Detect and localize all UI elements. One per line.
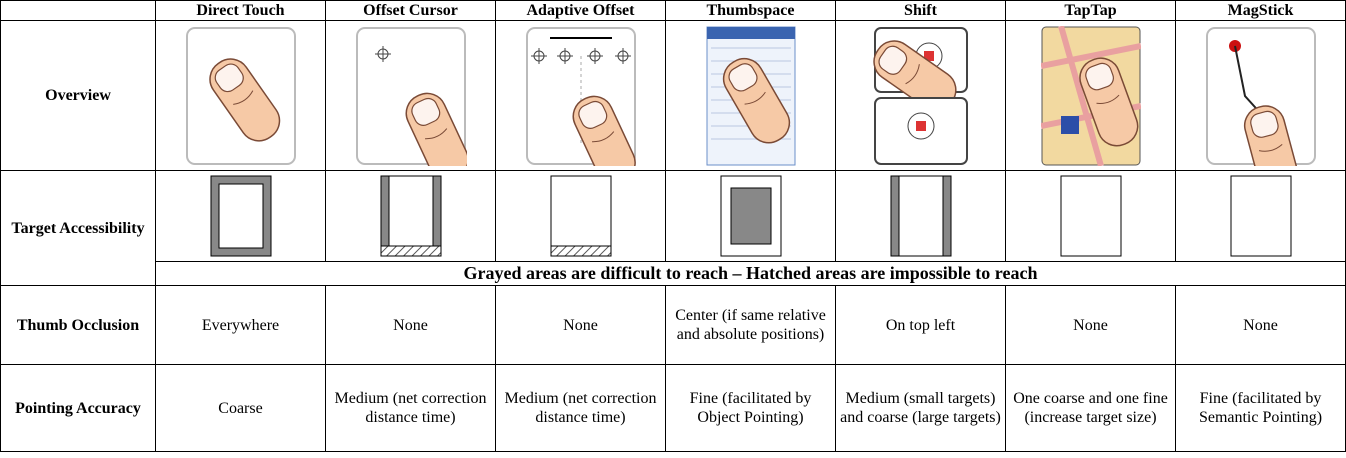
overview-cell: [1175, 20, 1346, 171]
illustration: [355, 26, 467, 166]
accuracy-cell: Coarse: [155, 364, 326, 452]
overview-cell: [155, 20, 326, 171]
illustration: [525, 26, 636, 166]
column-header: MagStick: [1175, 0, 1346, 21]
accessibility-cell: [1005, 170, 1176, 262]
accessibility-diagram: [1230, 175, 1291, 257]
accessibility-diagram: [1060, 175, 1121, 257]
illustration: [706, 26, 795, 165]
overview-cell: [325, 20, 496, 171]
occlusion-row: Thumb Occlusion Everywhere None None Center…: [0, 285, 1346, 365]
illustration: [1040, 25, 1141, 166]
column-header: Direct Touch: [155, 0, 326, 21]
illustration: [872, 26, 968, 165]
accuracy-cell: Fine (facilitated by Object Pointing): [665, 364, 836, 452]
illustration: [1205, 26, 1316, 166]
occlusion-cell: None: [1005, 285, 1176, 365]
accessibility-cell: [155, 170, 326, 262]
accessibility-diagram: [550, 175, 611, 257]
column-header: Thumbspace: [665, 0, 836, 21]
column-header: Shift: [835, 0, 1006, 21]
illustration: [185, 26, 296, 165]
overview-cell: [495, 20, 666, 171]
occlusion-cell: Center (if same relative and absolute po…: [665, 285, 836, 365]
occlusion-cell: On top left: [835, 285, 1006, 365]
overview-cell: [1005, 20, 1176, 171]
header-row: Direct Touch Offset Cursor Adaptive Offset…: [0, 0, 1346, 21]
accessibility-diagram: [380, 175, 441, 257]
accessibility-cell: [325, 170, 496, 262]
accessibility-cell: [1175, 170, 1346, 262]
accessibility-diagram: [890, 175, 951, 257]
column-header: Offset Cursor: [325, 0, 496, 21]
occlusion-cell: Everywhere: [155, 285, 326, 365]
overview-cell: [835, 20, 1006, 171]
accuracy-cell: Medium (small targets) and coarse (large…: [835, 364, 1006, 452]
accuracy-cell: Medium (net correction distance time): [495, 364, 666, 452]
accessibility-cell: [835, 170, 1006, 262]
occlusion-cell: None: [325, 285, 496, 365]
accessibility-diagram: [210, 175, 271, 257]
row-label: Overview: [0, 20, 156, 171]
overview-row: Overview: [0, 20, 1346, 171]
column-header: Adaptive Offset: [495, 0, 666, 21]
corner: [0, 0, 156, 21]
accuracy-cell: One coarse and one fine (increase target…: [1005, 364, 1176, 452]
accessibility-cell: [665, 170, 836, 262]
column-header: TapTap: [1005, 0, 1176, 21]
note-row: Grayed areas are difficult to reach – Ha…: [1, 261, 1346, 286]
row-label: Thumb Occlusion: [0, 285, 156, 365]
overview-cell: [665, 20, 836, 171]
note: Grayed areas are difficult to reach – Ha…: [155, 261, 1346, 286]
occlusion-cell: None: [495, 285, 666, 365]
row-label: Pointing Accuracy: [0, 364, 156, 452]
accessibility-row: Target Accessibility: [0, 170, 1346, 286]
accessibility-cell: [495, 170, 666, 262]
row-label: Target Accessibility: [0, 170, 156, 286]
occlusion-cell: None: [1175, 285, 1346, 365]
accuracy-cell: Medium (net correction distance time): [325, 364, 496, 452]
accuracy-cell: Fine (facilitated by Semantic Pointing): [1175, 364, 1346, 452]
accuracy-row: Pointing Accuracy Coarse Medium (net corr…: [0, 364, 1346, 452]
accessibility-diagram: [720, 175, 781, 257]
